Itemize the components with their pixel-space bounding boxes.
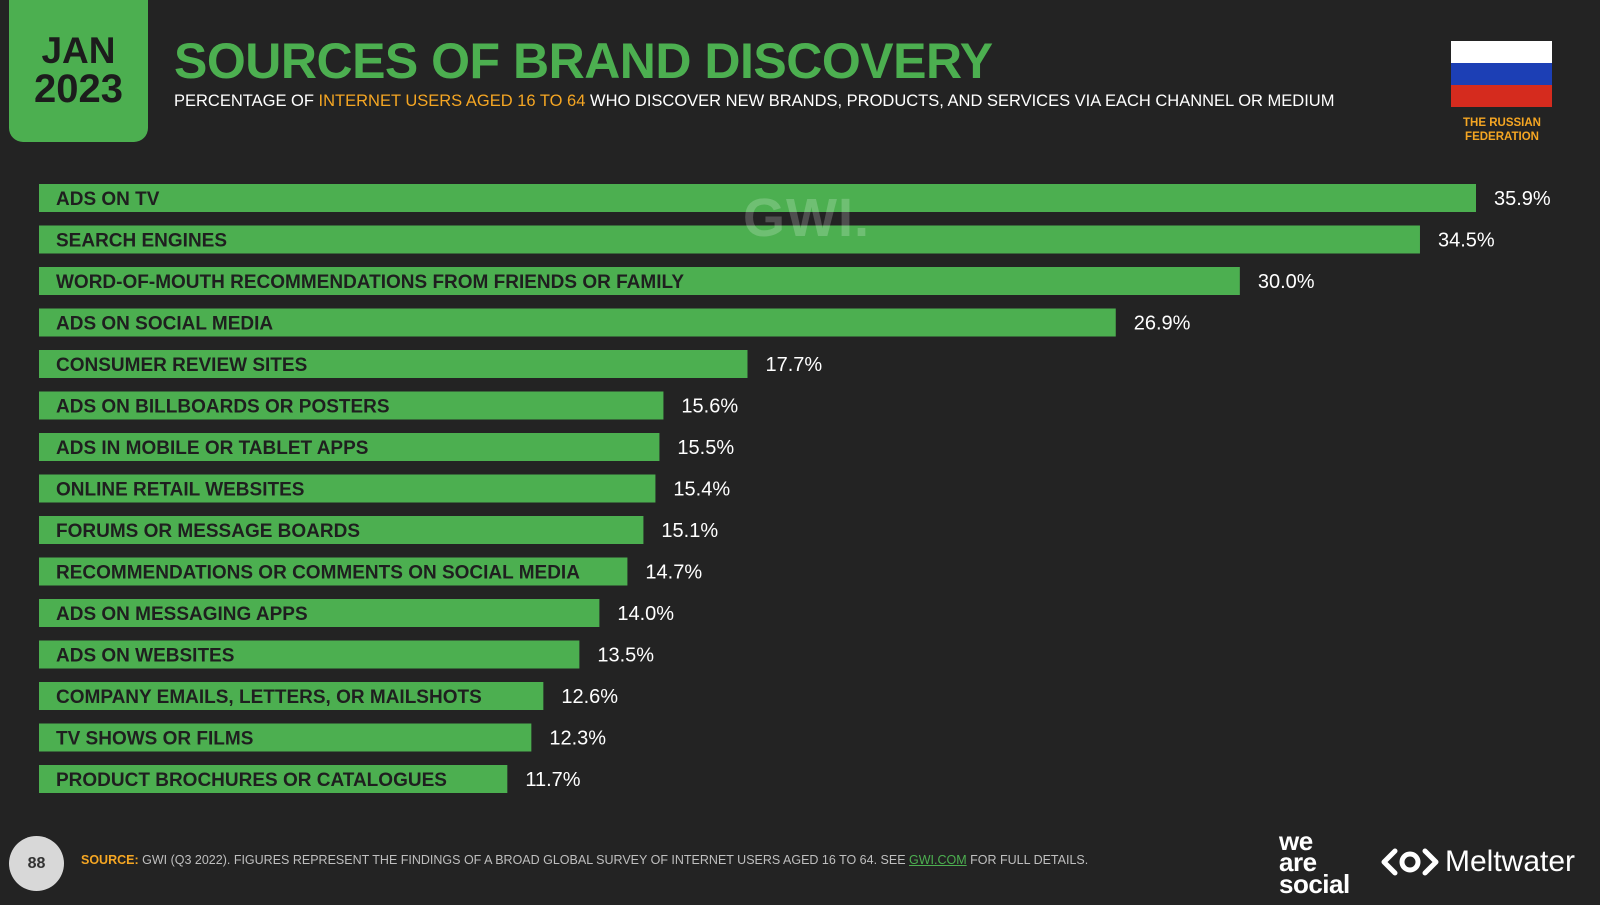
bar — [39, 516, 644, 544]
bar-category-label: COMPANY EMAILS, LETTERS, OR MAILSHOTS — [56, 687, 482, 708]
page-subtitle: PERCENTAGE OF INTERNET USERS AGED 16 TO … — [174, 92, 1334, 111]
bar-category-label: CONSUMER REVIEW SITES — [56, 355, 307, 376]
bar — [39, 391, 664, 420]
source-note: SOURCE: GWI (Q3 2022). FIGURES REPRESENT… — [81, 853, 1088, 867]
bar — [39, 640, 580, 669]
bar-value-label: 14.0% — [617, 603, 674, 625]
bar — [39, 765, 508, 793]
subtitle-highlight: INTERNET USERS AGED 16 TO 64 — [318, 92, 586, 110]
bar-category-label: FORUMS OR MESSAGE BOARDS — [56, 521, 360, 542]
bar-category-label: ADS ON SOCIAL MEDIA — [56, 314, 273, 335]
bar-category-label: ADS ON WEBSITES — [56, 646, 234, 667]
flag-stripe-blue — [1451, 63, 1552, 85]
bar-category-label: ONLINE RETAIL WEBSITES — [56, 480, 304, 501]
date-month: JAN — [41, 29, 116, 71]
meltwater-logo: Meltwater — [1381, 845, 1575, 879]
bar-value-label: 11.7% — [525, 769, 580, 791]
bar-value-label: 13.5% — [597, 645, 654, 667]
bar-category-label: SEARCH ENGINES — [56, 231, 227, 252]
bar-value-label: 15.4% — [673, 479, 730, 501]
date-badge: JAN 2023 — [9, 0, 148, 142]
source-text-end: FOR FULL DETAILS. — [966, 853, 1089, 867]
source-label: SOURCE: — [81, 853, 139, 867]
bar-value-label: 30.0% — [1258, 271, 1315, 293]
we-are-social-logo: we are social — [1279, 826, 1350, 899]
bar — [39, 723, 532, 752]
bar-value-label: 17.7% — [765, 354, 822, 376]
date-year: 2023 — [34, 67, 123, 112]
source-link[interactable]: GWI.COM — [909, 853, 967, 867]
bar-value-label: 12.3% — [549, 728, 606, 750]
bar-category-label: RECOMMENDATIONS OR COMMENTS ON SOCIAL ME… — [56, 563, 580, 584]
bar — [39, 682, 544, 710]
subtitle-pre: PERCENTAGE OF — [174, 92, 319, 110]
bar-category-label: PRODUCT BROCHURES OR CATALOGUES — [56, 770, 447, 791]
country-label: THE RUSSIAN FEDERATION — [1463, 117, 1541, 143]
flag-stripe-white — [1451, 41, 1552, 63]
logo-line-we: we — [1279, 826, 1313, 856]
bar-category-label: TV SHOWS OR FILMS — [56, 729, 253, 750]
bar — [39, 433, 660, 461]
bar — [39, 184, 1476, 212]
bar-category-label: ADS ON TV — [56, 189, 160, 210]
source-text: GWI (Q3 2022). FIGURES REPRESENT THE FIN… — [138, 853, 910, 867]
bar-value-label: 35.9% — [1494, 188, 1551, 210]
bar-category-label: ADS ON MESSAGING APPS — [56, 604, 308, 625]
bar — [39, 350, 748, 378]
bar-value-label: 12.6% — [561, 686, 618, 708]
bar-category-label: WORD-OF-MOUTH RECOMMENDATIONS FROM FRIEN… — [56, 272, 684, 293]
bar-value-label: 15.5% — [677, 437, 734, 459]
bar — [39, 599, 600, 627]
bar-value-label: 34.5% — [1438, 230, 1495, 252]
bar — [39, 308, 1116, 337]
logo-line-social: social — [1279, 868, 1350, 899]
flag-stripe-red — [1451, 85, 1552, 107]
meltwater-wordmark: Meltwater — [1445, 845, 1576, 878]
russia-flag-icon — [1451, 41, 1552, 107]
page-title: SOURCES OF BRAND DISCOVERY — [174, 33, 993, 89]
bar — [39, 474, 656, 503]
page-number: 88 — [9, 836, 64, 891]
bar-value-label: 26.9% — [1134, 313, 1191, 335]
bar — [39, 557, 628, 586]
logo-line-are: are — [1279, 847, 1317, 878]
bar-value-label: 15.1% — [661, 520, 718, 542]
subtitle-post: WHO DISCOVER NEW BRANDS, PRODUCTS, AND S… — [585, 92, 1335, 110]
bar — [39, 225, 1420, 254]
bar — [39, 267, 1240, 295]
bar-category-label: ADS ON BILLBOARDS OR POSTERS — [56, 397, 390, 418]
bar-value-label: 14.7% — [645, 562, 702, 584]
gwi-watermark: GWI. — [743, 188, 870, 248]
bar-category-label: ADS IN MOBILE OR TABLET APPS — [56, 438, 368, 459]
meltwater-logo-icon — [1381, 848, 1439, 876]
bar-value-label: 15.6% — [681, 396, 738, 418]
